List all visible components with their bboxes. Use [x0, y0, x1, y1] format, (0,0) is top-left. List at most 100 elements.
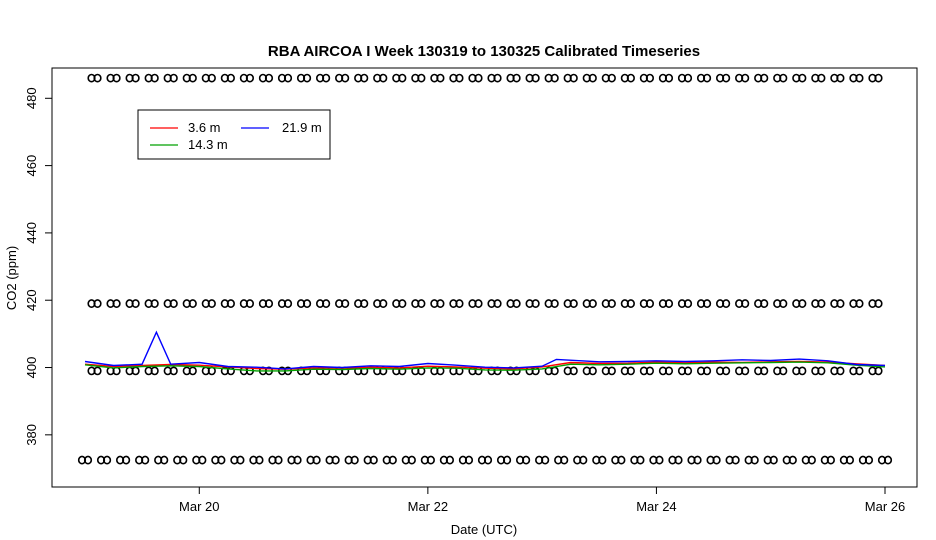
marker-point: [769, 455, 778, 465]
marker-point: [712, 455, 721, 465]
marker-point: [417, 299, 426, 308]
marker-point: [721, 73, 731, 83]
marker-point: [455, 73, 464, 83]
marker-point: [664, 73, 674, 83]
plot-area: [51, 67, 918, 488]
marker-point: [283, 73, 293, 83]
marker-point: [836, 73, 845, 83]
marker-point: [607, 73, 616, 83]
marker-point: [617, 455, 626, 465]
marker-point: [683, 366, 693, 376]
marker-point: [150, 299, 159, 308]
series-line-14-3-m: [84, 361, 886, 372]
marker-point: [664, 366, 674, 376]
marker-point: [588, 366, 597, 376]
marker-point: [112, 299, 121, 308]
marker-point: [626, 366, 635, 376]
marker-point: [379, 299, 388, 308]
marker-point: [226, 299, 235, 308]
y-tick-label: 380: [24, 424, 39, 446]
marker-point: [160, 455, 169, 465]
marker-point: [169, 299, 178, 308]
marker-point: [102, 455, 112, 465]
marker-point: [798, 366, 807, 376]
marker-point: [693, 455, 702, 465]
x-axis-label: Date (UTC): [451, 522, 517, 537]
legend-label-21-9m: 21.9 m: [282, 120, 322, 135]
marker-layer: [77, 73, 893, 465]
marker-point: [169, 73, 178, 83]
y-axis: 380 400 420 440 460 480: [24, 87, 53, 446]
marker-point: [836, 366, 845, 376]
marker-point: [360, 73, 369, 83]
legend-label-3-6m: 3.6 m: [188, 120, 221, 135]
marker-point: [474, 73, 483, 83]
y-tick-label: 420: [24, 289, 39, 311]
x-tick-label: Mar 24: [636, 499, 676, 514]
marker-point: [674, 455, 683, 465]
marker-point: [750, 455, 759, 465]
marker-point: [598, 455, 607, 465]
marker-point: [198, 455, 207, 465]
marker-point: [426, 455, 435, 465]
marker-point: [226, 73, 235, 83]
marker-point: [331, 455, 340, 465]
legend-label-14-3m: 14.3 m: [188, 137, 228, 152]
marker-point: [179, 455, 188, 465]
marker-point: [760, 366, 769, 376]
marker-point: [398, 299, 407, 308]
marker-point: [645, 299, 655, 308]
marker-point: [683, 299, 693, 308]
marker-point: [83, 455, 93, 465]
y-axis-label: CO2 (ppm): [4, 246, 19, 310]
marker-point: [664, 299, 674, 308]
marker-point: [302, 73, 312, 83]
marker-point: [207, 73, 216, 83]
marker-point: [569, 366, 578, 376]
marker-point: [855, 73, 864, 83]
marker-point: [321, 299, 331, 308]
marker-point: [817, 299, 826, 308]
marker-point: [550, 299, 559, 308]
marker-point: [798, 73, 807, 83]
marker-point: [588, 73, 597, 83]
marker-point: [188, 299, 197, 308]
marker-point: [436, 366, 445, 376]
marker-point: [788, 455, 797, 465]
marker-point: [141, 455, 150, 465]
marker-point: [579, 455, 588, 465]
marker-point: [779, 73, 788, 83]
marker-point: [293, 455, 302, 465]
marker-point: [493, 73, 502, 83]
legend-box: [137, 109, 331, 160]
marker-point: [626, 73, 635, 83]
marker-point: [702, 366, 712, 376]
marker-point: [569, 73, 578, 83]
marker-point: [93, 366, 102, 376]
marker-point: [493, 299, 502, 308]
marker-point: [817, 366, 826, 376]
marker-point: [531, 299, 540, 308]
marker-point: [741, 299, 750, 308]
marker-point: [255, 455, 264, 465]
marker-point: [207, 299, 216, 308]
chart-title: RBA AIRCOA I Week 130319 to 130325 Calib…: [268, 43, 700, 60]
marker-point: [93, 299, 102, 308]
marker-point: [188, 366, 197, 376]
marker-point: [721, 299, 731, 308]
marker-point: [874, 366, 883, 376]
marker-point: [798, 299, 807, 308]
marker-point: [436, 73, 445, 83]
marker-point: [245, 299, 255, 308]
marker-point: [883, 455, 893, 465]
marker-point: [702, 299, 712, 308]
marker-point: [550, 73, 559, 83]
marker-point: [731, 455, 740, 465]
marker-point: [855, 366, 864, 376]
marker-point: [436, 299, 445, 308]
marker-point: [874, 299, 883, 308]
marker-point: [683, 73, 693, 83]
marker-point: [864, 455, 874, 465]
marker-point: [388, 455, 397, 465]
